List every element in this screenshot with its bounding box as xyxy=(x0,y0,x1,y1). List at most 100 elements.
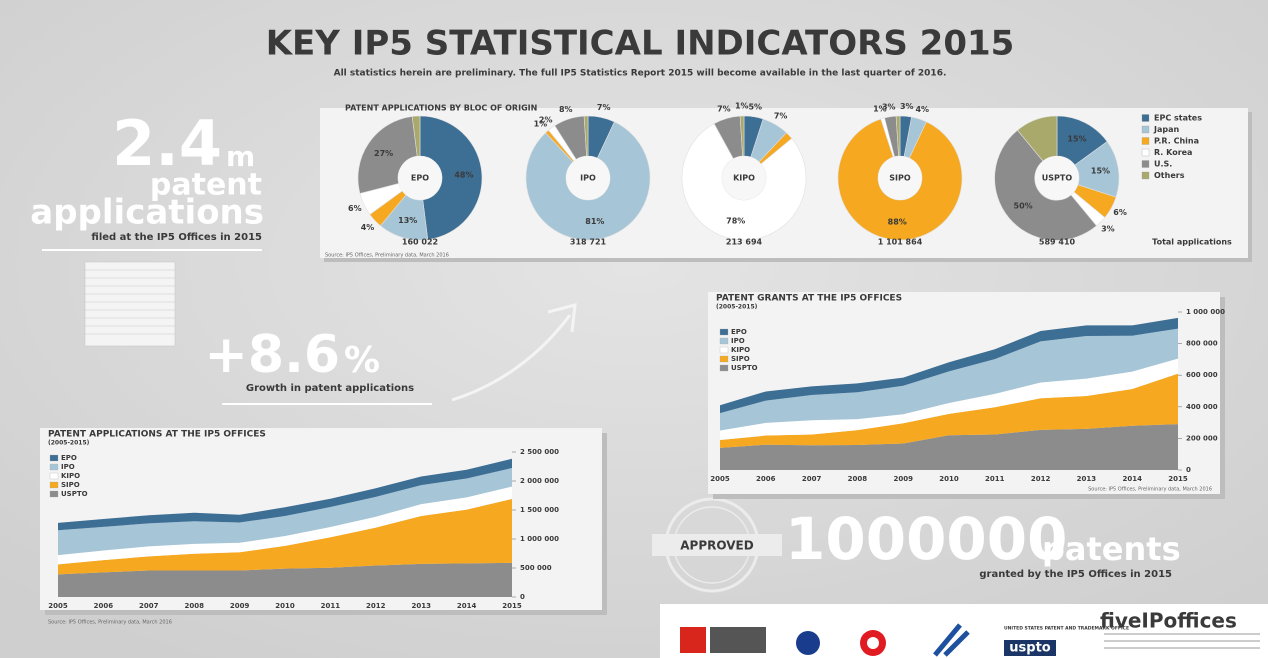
data-label: 6% xyxy=(348,204,362,213)
legend-label: SIPO xyxy=(731,355,750,363)
pie-label: SIPO xyxy=(889,174,911,183)
x-tick-label: 2015 xyxy=(1168,475,1188,483)
uspto-text: uspto xyxy=(1009,641,1051,656)
y-tick-label: 0 xyxy=(520,593,525,601)
y-tick-label: 0 xyxy=(1186,466,1191,474)
data-label: 5% xyxy=(748,102,762,111)
y-tick-label: 600 000 xyxy=(1186,371,1218,379)
x-tick-label: 2006 xyxy=(756,475,776,483)
source: Source: IP5 Offices, Preliminary data, M… xyxy=(325,253,449,259)
y-tick-label: 800 000 xyxy=(1186,340,1218,348)
x-tick-label: 2007 xyxy=(802,475,822,483)
data-label: 3% xyxy=(900,102,914,111)
chart-title: PATENT GRANTS AT THE IP5 OFFICES xyxy=(716,294,902,304)
x-tick-label: 2008 xyxy=(848,475,868,483)
grants-unit: patents xyxy=(1042,530,1181,568)
x-tick-label: 2011 xyxy=(321,602,341,610)
legend-label: Japan xyxy=(1153,125,1180,134)
legend-label: SIPO xyxy=(61,481,80,489)
legend-swatch xyxy=(1142,172,1149,179)
x-tick-label: 2008 xyxy=(184,602,204,610)
grants-number: 1000000 xyxy=(785,505,1068,573)
pie-label: KIPO xyxy=(733,174,755,183)
x-tick-label: 2010 xyxy=(939,475,959,483)
x-tick-label: 2007 xyxy=(139,602,159,610)
infographic: KEY IP5 STATISTICAL INDICATORS 2015 All … xyxy=(0,0,1268,658)
legend-swatch xyxy=(1142,161,1149,168)
y-tick-label: 400 000 xyxy=(1186,403,1218,411)
data-label: 7% xyxy=(774,112,788,121)
legend-swatch xyxy=(1142,126,1149,133)
legend-swatch xyxy=(50,482,58,488)
data-label: 6% xyxy=(1113,208,1127,217)
y-tick-label: 1 500 000 xyxy=(520,506,559,514)
growth-unit: % xyxy=(344,340,380,381)
data-label: 13% xyxy=(398,216,417,225)
legend-swatch xyxy=(50,455,58,461)
y-tick-label: 500 000 xyxy=(520,564,552,572)
pie-label: USPTO xyxy=(1042,174,1073,183)
legend-label: KIPO xyxy=(61,472,80,480)
y-tick-label: 1 000 000 xyxy=(1186,308,1225,316)
legend-swatch xyxy=(50,464,58,470)
data-label: 1% xyxy=(735,102,749,111)
data-label: 4% xyxy=(361,223,375,232)
legend-label: KIPO xyxy=(731,346,750,354)
pie-total: 1 101 864 xyxy=(878,238,923,247)
legend-label: EPC states xyxy=(1154,114,1202,123)
legend-swatch xyxy=(1142,138,1149,145)
chart-subtitle: (2005-2015) xyxy=(716,304,758,311)
data-label: 4% xyxy=(915,105,929,114)
y-tick-label: 2 000 000 xyxy=(520,477,559,485)
growth-caption: Growth in patent applications xyxy=(246,383,414,394)
chart-subtitle: (2005-2015) xyxy=(48,440,90,447)
paper-stack xyxy=(85,262,175,346)
x-tick-label: 2010 xyxy=(275,602,295,610)
subtitle: All statistics herein are preliminary. T… xyxy=(334,69,947,79)
data-label: 15% xyxy=(1067,134,1086,143)
legend-swatch xyxy=(720,329,728,335)
legend-label: U.S. xyxy=(1154,160,1172,169)
data-label: 78% xyxy=(726,217,745,226)
y-tick-label: 2 500 000 xyxy=(520,448,559,456)
pie-total: 318 721 xyxy=(570,238,607,247)
data-label: 3% xyxy=(882,102,896,111)
legend-swatch xyxy=(1142,149,1149,156)
data-label: 3% xyxy=(1101,224,1115,233)
legend-label: Others xyxy=(1154,171,1185,180)
grants-caption: granted by the IP5 Offices in 2015 xyxy=(979,569,1172,580)
logo-kipo xyxy=(867,637,879,649)
legend-label: R. Korea xyxy=(1154,148,1192,157)
pie-label: EPO xyxy=(411,174,429,183)
data-label: 50% xyxy=(1014,202,1033,211)
legend-swatch xyxy=(50,473,58,479)
x-tick-label: 2015 xyxy=(502,602,522,610)
legend-label: EPO xyxy=(731,328,747,336)
y-tick-label: 200 000 xyxy=(1186,434,1218,442)
x-tick-label: 2012 xyxy=(366,602,386,610)
data-label: 7% xyxy=(597,103,611,112)
logo-epo xyxy=(680,627,706,653)
legend-swatch xyxy=(1142,115,1149,122)
x-tick-label: 2006 xyxy=(94,602,114,610)
legend-swatch xyxy=(50,491,58,497)
data-label: 27% xyxy=(374,149,393,158)
pie-total: 160 022 xyxy=(402,238,438,247)
data-label: 15% xyxy=(1091,167,1110,176)
logo-epo-text xyxy=(710,627,766,653)
legend-label: USPTO xyxy=(731,364,758,372)
x-tick-label: 2009 xyxy=(893,475,913,483)
growth-number: +8.6 xyxy=(204,325,340,385)
pie-total: 213 694 xyxy=(726,238,763,247)
applications-caption: filed at the IP5 Offices in 2015 xyxy=(91,232,262,243)
chart-title: PATENT APPLICATIONS BY BLOC OF ORIGIN xyxy=(345,104,537,113)
data-label: 8% xyxy=(559,105,573,114)
x-tick-label: 2012 xyxy=(1031,475,1051,483)
pie-total: 589 410 xyxy=(1039,238,1076,247)
stamp-text: APPROVED xyxy=(680,539,753,553)
data-label: 2% xyxy=(539,115,553,124)
x-tick-label: 2009 xyxy=(230,602,250,610)
legend-label: USPTO xyxy=(61,490,88,498)
legend-swatch xyxy=(720,347,728,353)
legend-swatch xyxy=(720,356,728,362)
